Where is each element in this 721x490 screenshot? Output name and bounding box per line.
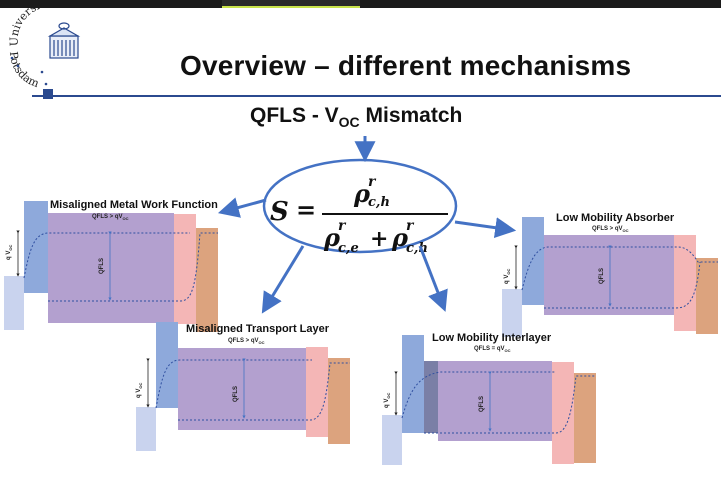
title-divider-marker [43,89,53,99]
diagram-work-function-condition: QFLS > qVOC [92,214,129,221]
arrow-to-interlayer [418,245,448,312]
cond-sub: OC [504,348,511,354]
subtitle-rest: Mismatch [359,104,463,127]
formula-num-rho: ρ [353,179,371,208]
cond-sub: OC [122,216,129,222]
university-building-icon [47,22,81,59]
diagram-misaligned-transport [136,322,350,451]
formula-plus: + [370,226,388,252]
formula-den-sup1: r [338,218,347,234]
diagram-interlayer-voc: q VOC [384,393,391,408]
voc-main: q V [504,274,510,284]
voc-sub: OC [138,382,144,389]
arrow-to-transport [261,245,305,314]
top-bar-accent [222,0,360,8]
voc-sub: OC [506,268,512,275]
cond-main: QFLS > qV [92,214,123,220]
voc-sub: OC [386,392,392,399]
diagram-work-function-title: Misaligned Metal Work Function [50,199,218,211]
formula-den-rho1: ρ [323,223,341,252]
cond-sub: OC [258,340,265,346]
diagram-absorber-title: Low Mobility Absorber [556,212,675,224]
subtitle-main: QFLS - V [250,104,339,127]
diagram-work-function-qfls: QFLS [99,258,105,274]
formula-den-sub1: c,e [338,241,359,256]
subtitle: QFLS - VOC Mismatch [250,104,462,130]
formula-den-sub2: c,h [406,241,428,256]
voc-main: q V [384,398,390,408]
voc-main: q V [136,388,142,398]
formula-num-sup: r [368,174,377,190]
cond-main: QFLS > qV [228,338,259,344]
cond-main: QFLS > qV [592,226,623,232]
subtitle-sub: OC [338,114,360,131]
diagram-absorber-qfls: QFLS [599,268,605,284]
logo-dots-icon [10,56,48,86]
diagram-interlayer-qfls: QFLS [479,396,485,412]
arrow-to-work-function [217,197,267,218]
diagram-work-function [4,201,218,332]
diagram-interlayer-condition: QFLS = qVOC [474,346,511,353]
page-title: Overview – different mechanisms [180,50,632,81]
arrow-to-absorber [454,217,517,239]
voc-main: q V [6,250,12,260]
voc-sub: OC [8,244,14,251]
formula-and-diagrams: S = ρ r c,h ρ r c,e + ρ r c,h [4,136,718,465]
slide: Universität Potsdam Overview – different… [0,8,721,490]
formula-den-sup2: r [406,218,415,234]
cond-main: QFLS = qV [474,346,505,352]
formula-den-rho2: ρ [391,223,409,252]
diagram-transport-title: Misaligned Transport Layer [186,323,330,335]
formula-equals: = [296,195,316,224]
diagram-transport-voc: q VOC [136,383,143,398]
diagram-transport-condition: QFLS > qVOC [228,338,265,345]
diagram-absorber-condition: QFLS > qVOC [592,226,629,233]
diagram-transport-qfls: QFLS [233,386,239,402]
diagram-absorber-voc: q VOC [504,269,511,284]
cond-sub: OC [622,228,629,234]
formula-num-sub: c,h [368,195,390,210]
diagram-low-mobility-absorber [502,217,718,337]
title-divider [32,95,721,97]
diagram-low-mobility-interlayer [382,335,596,465]
diagram-interlayer-title: Low Mobility Interlayer [432,332,552,344]
diagram-work-function-voc: q VOC [6,245,13,260]
formula-lhs: S [270,197,289,227]
university-logo: Universität Potsdam [7,8,81,90]
